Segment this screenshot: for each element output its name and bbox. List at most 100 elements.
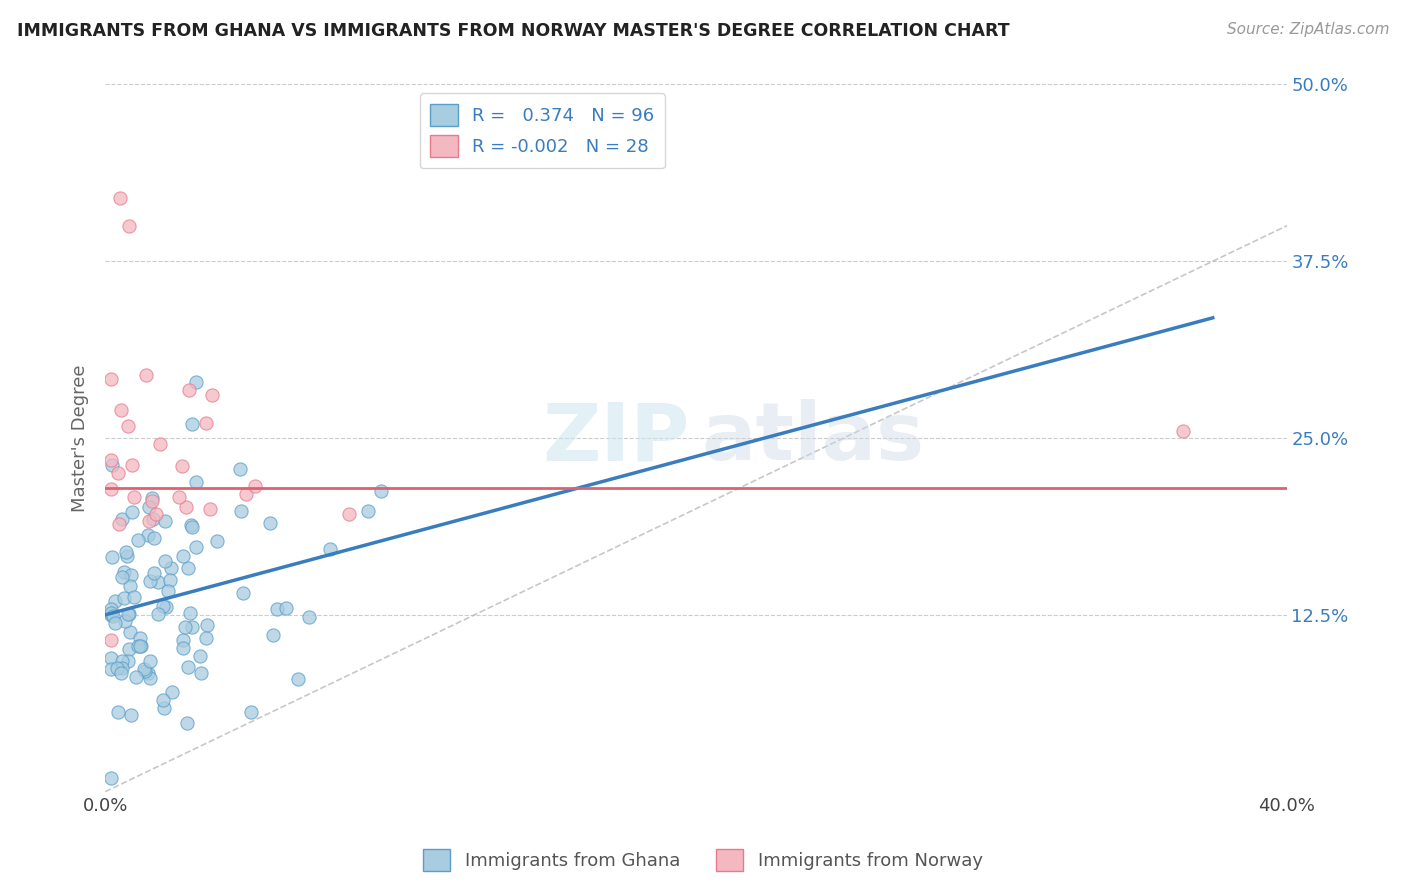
Point bbox=[235, 487, 257, 501]
Point bbox=[117, 419, 139, 434]
Point bbox=[100, 662, 122, 676]
Text: atlas: atlas bbox=[702, 399, 925, 477]
Point bbox=[153, 700, 176, 714]
Text: ZIP: ZIP bbox=[543, 399, 690, 477]
Point bbox=[179, 606, 201, 620]
Point bbox=[110, 570, 132, 584]
Point bbox=[262, 628, 284, 642]
Point bbox=[100, 632, 122, 647]
Point bbox=[139, 672, 162, 686]
Point bbox=[120, 567, 142, 582]
Point bbox=[298, 610, 321, 624]
Point bbox=[121, 458, 143, 473]
Point bbox=[146, 575, 169, 590]
Point bbox=[100, 771, 122, 785]
Point bbox=[107, 467, 129, 481]
Point bbox=[101, 608, 124, 623]
Point bbox=[114, 615, 136, 629]
Point bbox=[108, 517, 131, 532]
Point bbox=[135, 368, 157, 382]
Point bbox=[152, 693, 174, 707]
Point bbox=[142, 566, 165, 580]
Point bbox=[136, 528, 159, 542]
Point bbox=[195, 632, 218, 646]
Point bbox=[190, 665, 212, 680]
Point bbox=[287, 672, 309, 686]
Point bbox=[176, 561, 198, 575]
Point bbox=[125, 670, 148, 684]
Point bbox=[259, 516, 281, 530]
Point bbox=[266, 602, 288, 616]
Point bbox=[201, 388, 224, 402]
Point bbox=[149, 437, 172, 451]
Point bbox=[124, 590, 146, 604]
Point bbox=[118, 641, 141, 656]
Point bbox=[117, 607, 139, 622]
Point bbox=[100, 601, 122, 615]
Point bbox=[112, 565, 135, 579]
Point bbox=[155, 554, 177, 568]
Point bbox=[129, 631, 152, 645]
Point bbox=[159, 573, 181, 587]
Point bbox=[177, 383, 200, 397]
Point bbox=[156, 584, 179, 599]
Point bbox=[184, 376, 207, 390]
Point bbox=[239, 705, 262, 719]
Point bbox=[152, 599, 174, 613]
Point bbox=[138, 514, 160, 528]
Point bbox=[181, 620, 204, 634]
Point bbox=[318, 542, 340, 557]
Point bbox=[100, 482, 122, 496]
Point bbox=[170, 458, 193, 473]
Point bbox=[232, 585, 254, 599]
Point bbox=[111, 661, 134, 675]
Point bbox=[188, 649, 211, 664]
Point bbox=[114, 545, 136, 559]
Point bbox=[105, 661, 128, 675]
Legend: Immigrants from Ghana, Immigrants from Norway: Immigrants from Ghana, Immigrants from N… bbox=[416, 842, 990, 879]
Point bbox=[120, 707, 142, 722]
Point bbox=[100, 453, 122, 467]
Point bbox=[337, 508, 360, 522]
Legend: R =   0.374   N = 96, R = -0.002   N = 28: R = 0.374 N = 96, R = -0.002 N = 28 bbox=[419, 94, 665, 169]
Point bbox=[155, 600, 177, 615]
Point bbox=[180, 517, 202, 532]
Point bbox=[174, 500, 197, 515]
Point bbox=[145, 507, 167, 521]
Point bbox=[100, 606, 122, 620]
Point bbox=[143, 532, 166, 546]
Point bbox=[205, 533, 228, 548]
Point bbox=[131, 640, 153, 654]
Text: Source: ZipAtlas.com: Source: ZipAtlas.com bbox=[1226, 22, 1389, 37]
Point bbox=[141, 494, 163, 508]
Point bbox=[122, 490, 145, 504]
Point bbox=[195, 416, 218, 430]
Point bbox=[100, 608, 122, 623]
Point bbox=[186, 475, 208, 490]
Point bbox=[139, 574, 162, 589]
Point bbox=[169, 490, 191, 504]
Text: IMMIGRANTS FROM GHANA VS IMMIGRANTS FROM NORWAY MASTER'S DEGREE CORRELATION CHAR: IMMIGRANTS FROM GHANA VS IMMIGRANTS FROM… bbox=[17, 22, 1010, 40]
Point bbox=[195, 618, 218, 632]
Point bbox=[107, 705, 129, 719]
Point bbox=[118, 579, 141, 593]
Point bbox=[229, 462, 252, 476]
Point bbox=[127, 533, 149, 547]
Point bbox=[128, 640, 150, 654]
Point bbox=[141, 491, 163, 505]
Point bbox=[370, 483, 392, 498]
Point bbox=[181, 519, 204, 533]
Point bbox=[117, 549, 139, 563]
Point bbox=[118, 607, 141, 622]
Point bbox=[134, 664, 156, 678]
Point bbox=[176, 716, 198, 731]
Point bbox=[118, 219, 141, 233]
Point bbox=[108, 191, 131, 205]
Point bbox=[276, 601, 298, 615]
Point bbox=[127, 640, 149, 654]
Point bbox=[136, 665, 159, 680]
Point bbox=[111, 654, 134, 668]
Point bbox=[200, 502, 222, 516]
Point bbox=[153, 514, 176, 528]
Point bbox=[357, 504, 380, 518]
